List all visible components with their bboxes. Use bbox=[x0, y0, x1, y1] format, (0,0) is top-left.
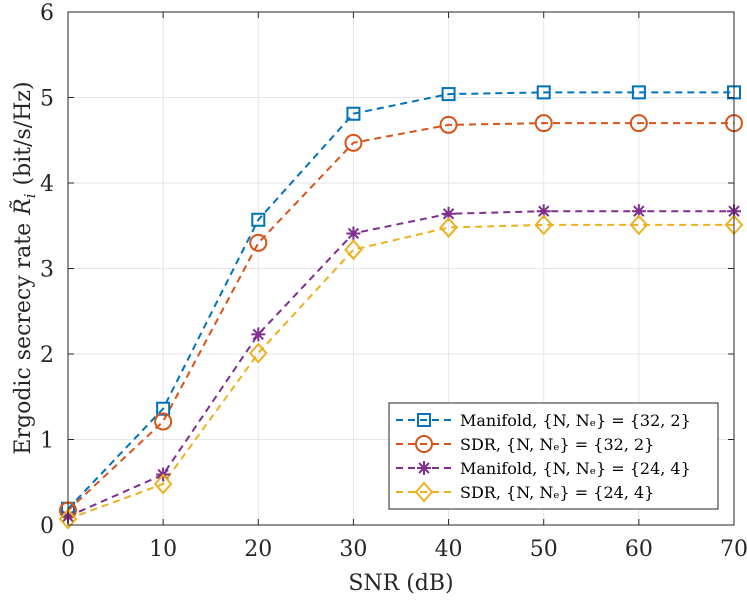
series-line-2 bbox=[67, 122, 734, 512]
series-line-4 bbox=[67, 223, 734, 520]
grid bbox=[68, 12, 734, 525]
data-point-series-4 bbox=[439, 216, 458, 238]
legend: Manifold, {N, Nₑ} = {32, 2} SDR, {N, Nₑ} … bbox=[388, 402, 719, 510]
data-point-series-1 bbox=[346, 106, 361, 121]
data-point-series-3 bbox=[631, 204, 646, 219]
data-point-series-3 bbox=[441, 206, 456, 221]
legend-marker bbox=[417, 461, 431, 475]
data-point-series-4 bbox=[534, 214, 554, 236]
y-tick-label: 0 bbox=[40, 514, 54, 539]
data-point-series-1 bbox=[156, 401, 171, 416]
legend-entry-label: SDR, {N, Nₑ} = {24, 4} bbox=[460, 483, 654, 502]
x-tick-label: 10 bbox=[149, 537, 177, 562]
data-point-series-3 bbox=[536, 204, 551, 219]
legend-entry-label: Manifold, {N, Nₑ} = {24, 4} bbox=[460, 459, 691, 478]
data-point-series-4 bbox=[58, 508, 78, 530]
x-tick-label: 60 bbox=[625, 537, 653, 562]
data-point-series-1 bbox=[441, 87, 456, 102]
data-point-series-1 bbox=[251, 212, 266, 227]
y-tick-label: 3 bbox=[40, 258, 54, 283]
data-point-series-2 bbox=[534, 114, 553, 133]
data-point-series-2 bbox=[154, 412, 173, 431]
series-lines bbox=[67, 91, 734, 520]
legend-box bbox=[388, 402, 719, 510]
data-point-series-3 bbox=[251, 327, 266, 342]
legend-marker bbox=[415, 435, 433, 453]
x-tick-label: 0 bbox=[61, 537, 75, 562]
x-axis-label: SNR (dB) bbox=[348, 571, 453, 596]
data-point-series-1 bbox=[631, 85, 646, 100]
y-tick-label: 2 bbox=[40, 343, 54, 368]
data-point-series-2 bbox=[439, 115, 458, 134]
data-point-series-4 bbox=[344, 239, 363, 261]
series-line-3 bbox=[67, 210, 734, 518]
data-point-series-4 bbox=[629, 214, 649, 236]
x-tick-label: 30 bbox=[339, 537, 367, 562]
y-axis-label-symbol: R̃ bbox=[10, 198, 36, 216]
y-axis-label-subscript: i bbox=[21, 193, 39, 198]
y-tick-label: 4 bbox=[40, 172, 54, 197]
data-point-series-2 bbox=[344, 133, 363, 152]
data-point-series-4 bbox=[153, 473, 173, 495]
y-tick-label: 5 bbox=[40, 87, 54, 112]
x-tick-label: 50 bbox=[530, 537, 558, 562]
legend-entry-label: Manifold, {N, Nₑ} = {32, 2} bbox=[460, 411, 691, 430]
data-point-series-2 bbox=[249, 233, 268, 252]
data-point-series-1 bbox=[536, 85, 551, 100]
legend-entry-label: SDR, {N, Nₑ} = {32, 2} bbox=[460, 435, 654, 454]
y-axis-label-prefix: Ergodic secrecy rate bbox=[11, 223, 36, 455]
data-point-series-4 bbox=[248, 342, 268, 364]
data-point-series-3 bbox=[346, 226, 361, 241]
y-tick-label: 1 bbox=[40, 429, 54, 454]
y-axis-label: Ergodic secrecy rate R̃i (bit/s/Hz) bbox=[10, 81, 39, 454]
series-line-1 bbox=[67, 91, 734, 510]
data-point-series-2 bbox=[629, 114, 648, 133]
legend-marker bbox=[417, 413, 431, 427]
y-axis-label-suffix: (bit/s/Hz) bbox=[11, 81, 36, 185]
x-tick-label: 20 bbox=[244, 537, 272, 562]
axis-ticks: 0 10 20 30 40 50 60 70 0 1 2 3 4 5 6 bbox=[40, 1, 747, 562]
x-tick-label: 40 bbox=[435, 537, 463, 562]
y-tick-label: 6 bbox=[40, 1, 54, 26]
legend-marker bbox=[414, 481, 434, 503]
x-tick-label: 70 bbox=[720, 537, 747, 562]
